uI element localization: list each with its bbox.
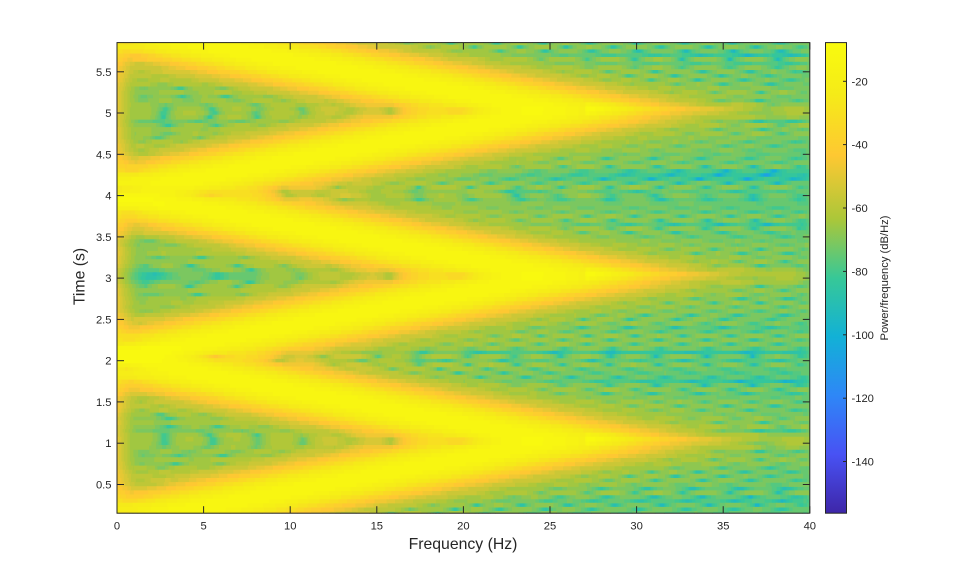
- svg-text:2: 2: [105, 356, 111, 368]
- svg-text:20: 20: [457, 521, 469, 533]
- svg-text:-40: -40: [852, 140, 868, 152]
- svg-text:-120: -120: [852, 393, 874, 405]
- svg-text:3: 3: [105, 273, 111, 285]
- svg-text:Time (s): Time (s): [71, 248, 88, 305]
- svg-text:4.5: 4.5: [96, 149, 112, 161]
- svg-text:-100: -100: [852, 330, 874, 342]
- svg-text:35: 35: [717, 521, 729, 533]
- svg-text:1: 1: [105, 438, 111, 450]
- svg-text:0.5: 0.5: [96, 480, 112, 492]
- svg-text:15: 15: [371, 521, 383, 533]
- svg-text:1.5: 1.5: [96, 397, 112, 409]
- svg-text:Frequency (Hz): Frequency (Hz): [409, 536, 518, 553]
- svg-text:-140: -140: [852, 457, 874, 469]
- svg-text:4: 4: [105, 191, 111, 203]
- svg-text:3.5: 3.5: [96, 232, 112, 244]
- svg-text:-20: -20: [852, 76, 868, 88]
- svg-text:Power/frequency (dB/Hz): Power/frequency (dB/Hz): [879, 215, 891, 340]
- svg-text:2.5: 2.5: [96, 314, 112, 326]
- svg-text:40: 40: [804, 521, 816, 533]
- svg-text:-60: -60: [852, 203, 868, 215]
- svg-text:-80: -80: [852, 266, 868, 278]
- svg-text:5.5: 5.5: [96, 67, 112, 79]
- svg-text:0: 0: [114, 521, 120, 533]
- svg-text:25: 25: [544, 521, 556, 533]
- svg-text:10: 10: [284, 521, 296, 533]
- svg-text:5: 5: [105, 108, 111, 120]
- svg-text:5: 5: [200, 521, 206, 533]
- svg-text:30: 30: [630, 521, 642, 533]
